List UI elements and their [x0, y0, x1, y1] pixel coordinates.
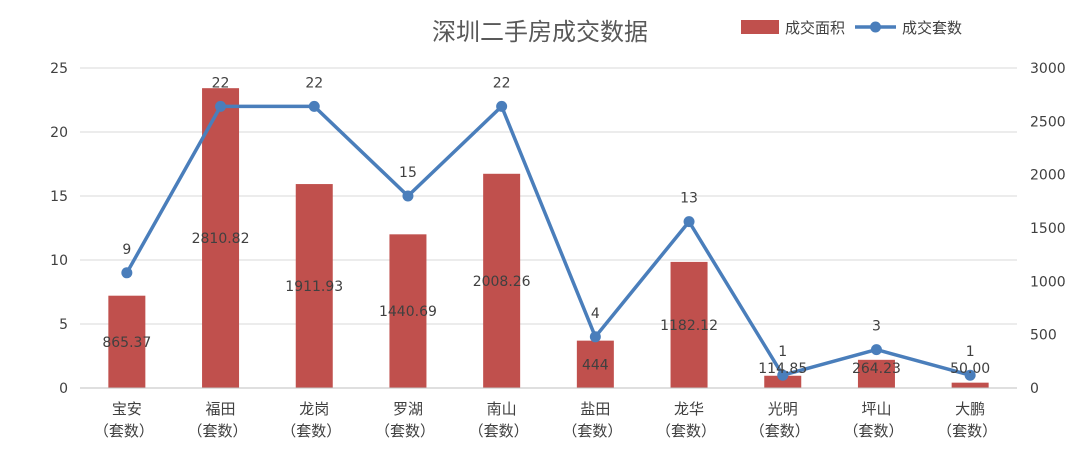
- axes: 0 5 10 15 20 25 0 500 1000 1500 2000 2500 3000 宝安 （套数）…: [50, 61, 1065, 440]
- line-data-label: 9: [122, 242, 131, 258]
- y-left-tick-label: 20: [50, 125, 68, 141]
- x-tick-label: 罗湖: [393, 400, 423, 418]
- x-tick-label: 龙岗: [299, 400, 329, 418]
- x-tick-label: 福田: [206, 400, 236, 418]
- x-tick-label: 龙华: [674, 400, 704, 418]
- line-marker: [777, 369, 789, 381]
- line-data-label: 22: [305, 75, 323, 91]
- line-data-label: 1: [966, 344, 975, 360]
- legend-bar-label: 成交面积: [785, 19, 845, 37]
- bar: [764, 375, 802, 388]
- y-right-tick-label: 1500: [1030, 221, 1066, 237]
- line-marker: [589, 331, 601, 343]
- bar-data-label: 114.85: [758, 361, 807, 377]
- line-marker: [870, 344, 882, 356]
- line-marker: [402, 190, 414, 202]
- bar-data-label: 264.23: [852, 361, 901, 377]
- line-marker: [683, 216, 695, 228]
- line-data-label: 15: [399, 165, 417, 181]
- y-left-tick-label: 5: [59, 317, 68, 333]
- y-left-tick-label: 0: [59, 381, 68, 397]
- y-right-tick-label: 3000: [1030, 61, 1066, 77]
- bar: [576, 340, 614, 388]
- line-marker: [215, 100, 227, 112]
- legend: 成交面积 成交套数: [741, 19, 962, 37]
- x-tick-label: 坪山: [861, 400, 891, 418]
- y-left-tick-label: 10: [50, 253, 68, 269]
- line-data-label: 13: [680, 191, 698, 207]
- x-tick-label: 盐田: [580, 400, 610, 418]
- bar-data-label: 865.37: [102, 335, 151, 351]
- x-tick-label: 大鹏: [955, 400, 985, 418]
- line-series: [121, 100, 976, 381]
- y-right-tick-label: 500: [1030, 328, 1057, 344]
- data-labels: 865.37 2810.82 1911.93 1440.69 2008.26 444 118…: [102, 75, 990, 377]
- line-data-label: 4: [591, 306, 600, 322]
- x-tick-sublabel: （套数）: [469, 422, 529, 440]
- x-tick-sublabel: （套数）: [281, 422, 341, 440]
- bar-data-label: 1182.12: [660, 318, 718, 334]
- y-left-tick-label: 25: [50, 61, 68, 77]
- x-tick-sublabel: （套数）: [750, 422, 810, 440]
- bar: [389, 234, 427, 388]
- bar: [483, 173, 521, 388]
- bar-data-label: 1911.93: [285, 279, 343, 295]
- x-tick-sublabel: （套数）: [375, 422, 435, 440]
- line-data-label: 3: [872, 319, 881, 335]
- line-marker: [496, 100, 508, 112]
- x-tick-label: 南山: [487, 400, 517, 418]
- bar-data-label: 2810.82: [192, 231, 250, 247]
- legend-line-marker: [870, 21, 881, 33]
- bar-series: [108, 88, 989, 388]
- bar: [670, 261, 708, 388]
- bar-data-label: 2008.26: [473, 274, 531, 290]
- bar: [857, 359, 895, 388]
- chart-title: 深圳二手房成交数据: [432, 18, 648, 46]
- series-line: [125, 104, 971, 377]
- bar: [202, 88, 240, 388]
- x-tick-sublabel: （套数）: [94, 422, 154, 440]
- x-tick-sublabel: （套数）: [937, 422, 997, 440]
- bar-data-label: 1440.69: [379, 304, 437, 320]
- line-marker: [121, 267, 133, 279]
- legend-line-label: 成交套数: [902, 19, 962, 37]
- x-tick-label: 光明: [768, 400, 798, 418]
- bar: [295, 184, 333, 388]
- line-data-label: 22: [212, 75, 230, 91]
- line-data-label: 1: [778, 344, 787, 360]
- y-right-tick-label: 2000: [1030, 168, 1066, 184]
- y-left-tick-label: 15: [50, 189, 68, 205]
- bar: [951, 382, 989, 388]
- y-right-tick-label: 0: [1030, 381, 1039, 397]
- bar-data-label: 444: [582, 357, 609, 373]
- x-tick-label: 宝安: [112, 400, 142, 418]
- bar-data-label: 50.00: [950, 361, 990, 377]
- line-data-label: 22: [493, 75, 511, 91]
- x-tick-sublabel: （套数）: [188, 422, 248, 440]
- y-right-tick-label: 1000: [1030, 274, 1066, 290]
- line-marker: [308, 100, 320, 112]
- x-tick-sublabel: （套数）: [562, 422, 622, 440]
- bar: [108, 295, 146, 388]
- y-right-tick-label: 2500: [1030, 114, 1066, 130]
- line-marker: [964, 369, 976, 381]
- legend-bar-swatch: [741, 20, 779, 34]
- x-tick-sublabel: （套数）: [843, 422, 903, 440]
- x-tick-sublabel: （套数）: [656, 422, 716, 440]
